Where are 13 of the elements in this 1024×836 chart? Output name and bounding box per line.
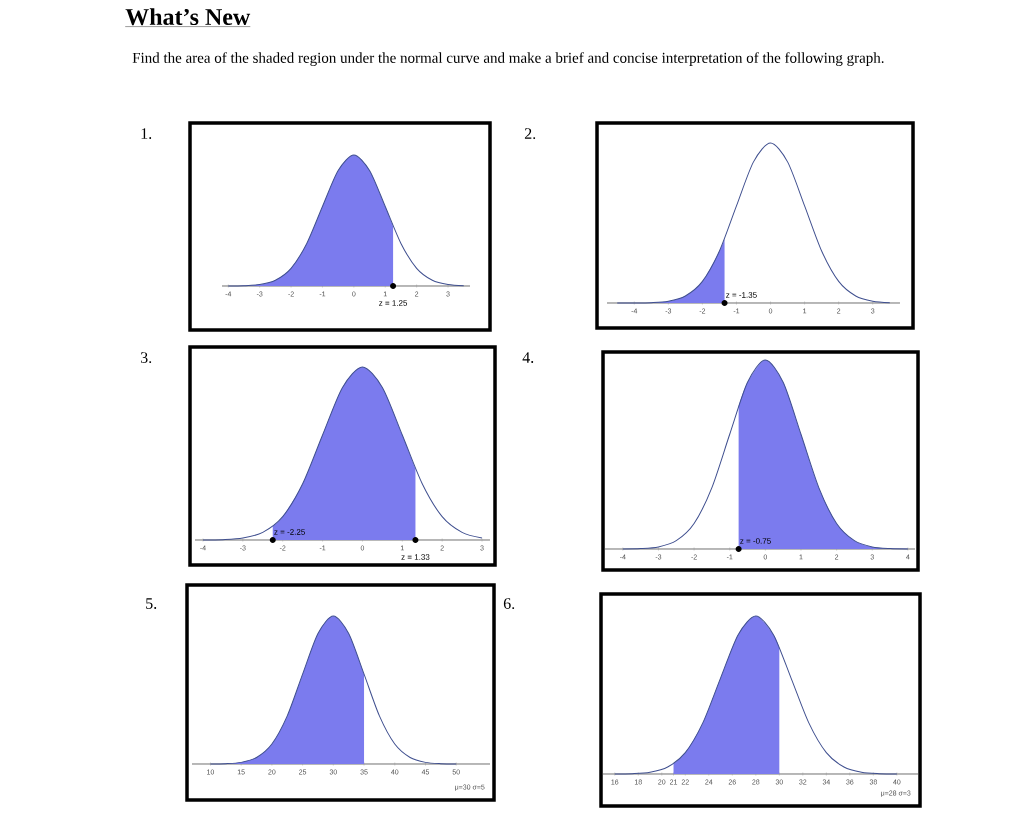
text: 1. — [141, 128, 152, 139]
annotation: z = -1.35 — [726, 292, 757, 298]
text: 4. — [522, 352, 534, 363]
chart-title: What’s New — [125, 8, 251, 26]
annotation: z = 1.25 — [379, 300, 408, 306]
text: 6. — [503, 598, 515, 610]
text: 5. — [146, 598, 157, 609]
text: Find the area of the shaded region under the normal curve and make a brief and concise interpretation of the following graph. — [132, 52, 884, 66]
annotation: z = -0.75 — [740, 538, 771, 544]
annotation: z = -2.25 — [274, 529, 305, 535]
annotation: z = 1.33 — [401, 554, 430, 560]
text: 2. — [524, 128, 536, 140]
text: 3. — [140, 352, 152, 364]
